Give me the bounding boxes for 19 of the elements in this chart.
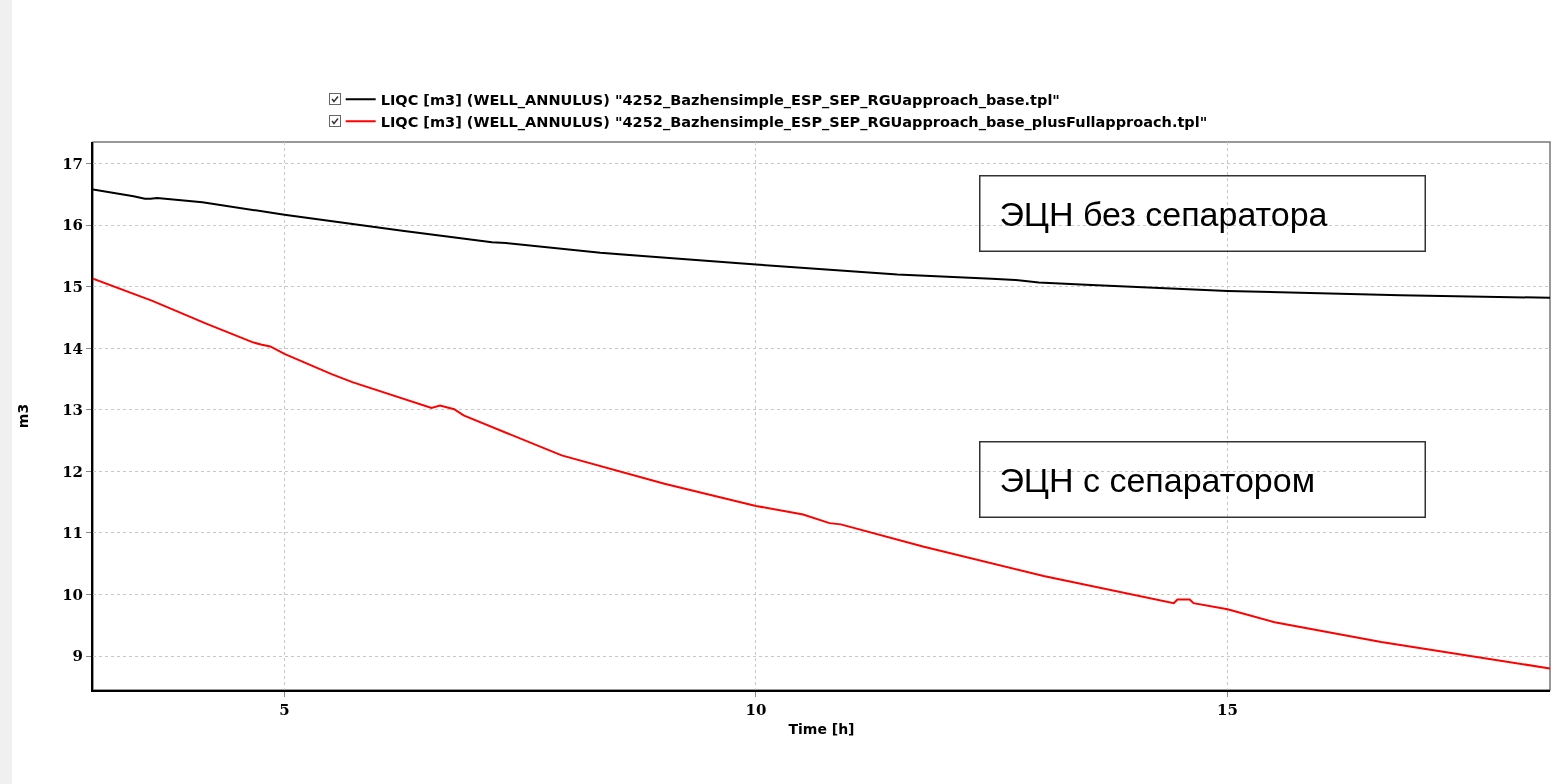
y-tick-label: 10 (62, 585, 83, 604)
y-tick-label: 13 (62, 401, 83, 420)
x-tick-label: 15 (1217, 701, 1238, 719)
legend-label: LIQC [m3] (WELL_ANNULUS) "4252_Bazhensimple_ESP_SEP_RGUapproach_base.tpl" (380, 91, 1060, 109)
y-tick-label: 14 (62, 339, 83, 358)
x-tick-label: 5 (279, 701, 290, 719)
y-tick-label: 15 (62, 277, 83, 296)
legend-label: LIQC [m3] (WELL_ANNULUS) "4252_Bazhensimple_ESP_SEP_RGUapproach_base_plusFullapproach.tpl" (380, 113, 1208, 131)
y-tick-label: 12 (62, 462, 83, 481)
y-tick-label: 9 (72, 647, 83, 666)
x-tick-label: 10 (745, 701, 767, 719)
line-series (93, 277, 1550, 670)
y-tick-label: 16 (62, 216, 83, 235)
y-tick-label: 11 (62, 524, 83, 543)
y-axis-title: m3 (15, 403, 32, 429)
x-axis-title: Time [h] (788, 720, 855, 737)
annotation: ЭЦН с сепаратором (980, 460, 1316, 499)
y-tick-label: 17 (62, 154, 83, 173)
annotation: ЭЦН без сепаратора (980, 194, 1328, 233)
